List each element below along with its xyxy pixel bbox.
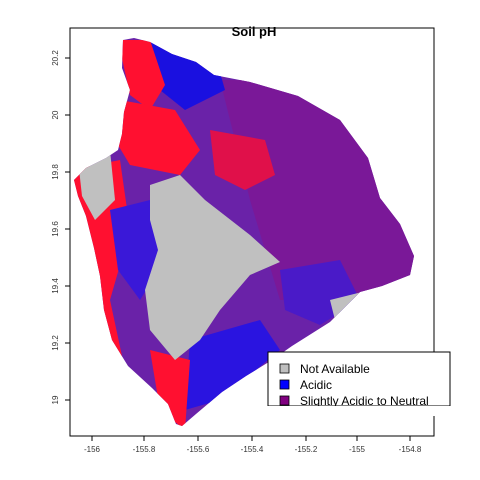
red-zone-north: [118, 40, 165, 110]
legend-swatch-slightly-acidic: [279, 395, 290, 406]
legend-box: [267, 351, 451, 407]
not-available-zone-west: [78, 150, 115, 220]
x-tick-label: -155.6: [187, 445, 210, 454]
y-tick-label: 19: [51, 395, 60, 404]
legend: Not Available Acidic Slightly Acidic to …: [267, 351, 451, 416]
x-tick-label: -156: [84, 445, 101, 454]
x-axis: -156 -155.8 -155.6 -155.4 -155.2 -155 -154.8: [84, 436, 422, 454]
y-axis: 19 19.2 19.4 19.6 19.8 20 20.2: [51, 50, 70, 404]
legend-label-acidic: Acidic: [300, 378, 332, 392]
red-zone-central: [210, 130, 275, 190]
x-tick-label: -155.2: [295, 445, 318, 454]
x-tick-label: -155: [349, 445, 366, 454]
map-title: Soil pH: [232, 24, 277, 39]
red-zone-kohala: [115, 100, 200, 175]
y-tick-label: 19.4: [51, 278, 60, 294]
x-tick-label: -155.8: [133, 445, 156, 454]
not-available-zone: [145, 175, 280, 360]
y-tick-label: 19.2: [51, 335, 60, 351]
acidic-zone-south: [185, 320, 280, 410]
legend-swatch-not-available: [279, 363, 290, 374]
y-tick-label: 20: [51, 110, 60, 119]
y-tick-label: 19.6: [51, 221, 60, 237]
y-tick-label: 19.8: [51, 164, 60, 180]
legend-swatch-acidic: [279, 379, 290, 390]
x-tick-label: -155.4: [241, 445, 264, 454]
y-tick-label: 20.2: [51, 50, 60, 66]
x-tick-label: -154.8: [399, 445, 422, 454]
legend-label-not-available: Not Available: [300, 362, 370, 376]
legend-cutoff-mask: [267, 406, 451, 416]
legend-label-slightly-acidic: Slightly Acidic to Neutral: [300, 394, 429, 408]
